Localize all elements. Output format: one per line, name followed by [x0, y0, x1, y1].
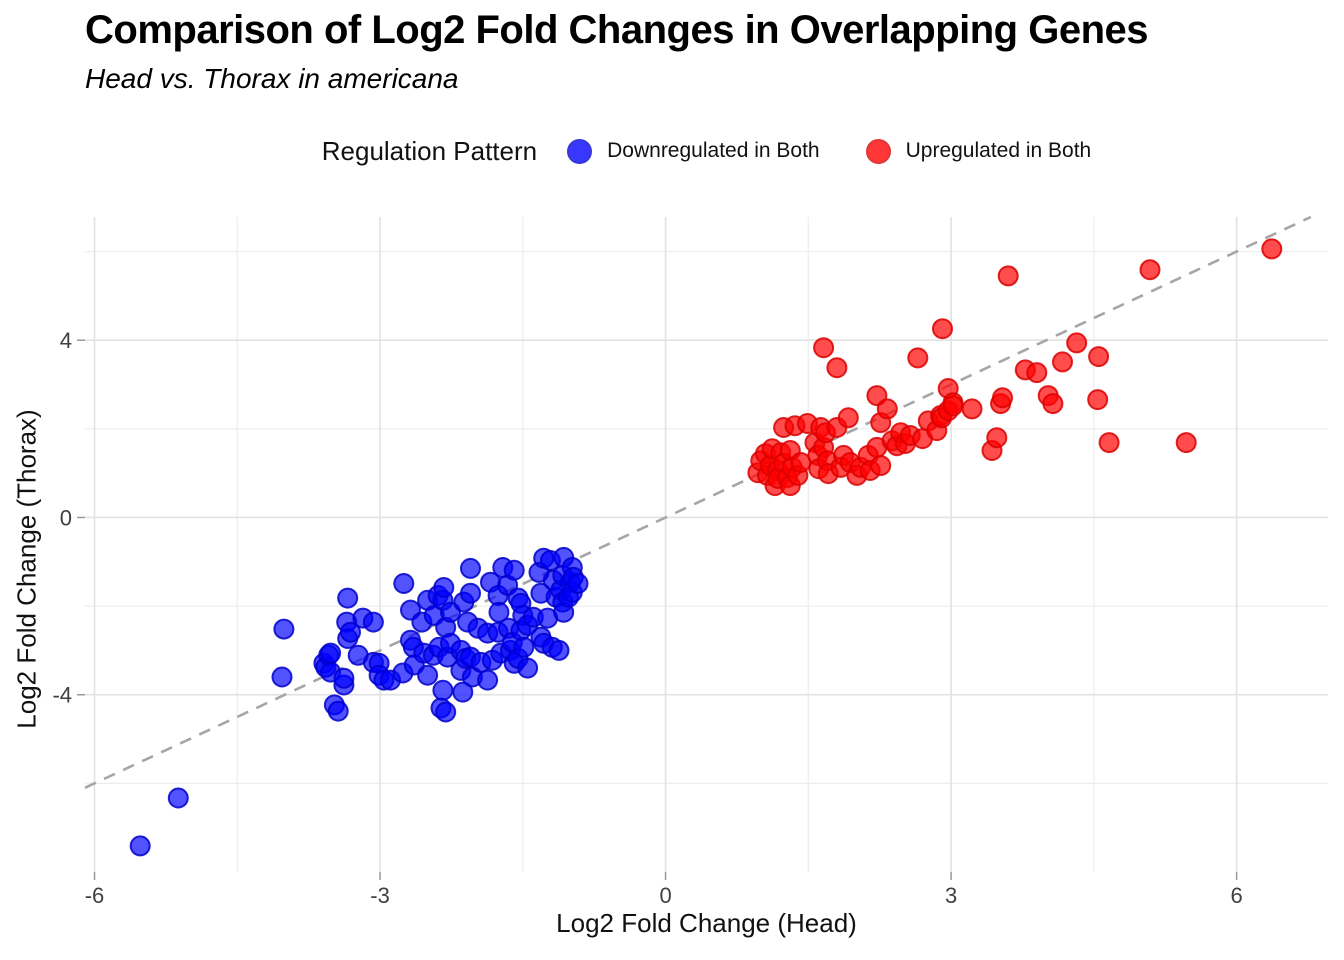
- data-point-downregulated: [460, 557, 481, 579]
- legend-item-upregulated: Upregulated in Both: [865, 138, 1092, 164]
- data-point-downregulated: [488, 601, 510, 623]
- data-point-upregulated: [837, 407, 859, 429]
- chart-subtitle: Head vs. Thorax in americana: [85, 63, 459, 94]
- data-point-downregulated: [460, 582, 481, 604]
- x-tick-label: 0: [659, 883, 671, 908]
- legend-title: Regulation Pattern: [321, 135, 538, 166]
- legend-label: Upregulated in Both: [905, 139, 1092, 162]
- data-point-downregulated: [271, 666, 293, 688]
- data-point-upregulated: [986, 427, 1008, 449]
- data-point-downregulated: [452, 681, 474, 703]
- y-tick-label: 4: [60, 328, 72, 353]
- data-point-downregulated: [513, 636, 535, 658]
- legend: Regulation Pattern Downregulated in Both…: [85, 131, 1328, 171]
- data-point-downregulated: [340, 621, 361, 643]
- data-point-upregulated: [876, 398, 898, 420]
- x-tick-label: -3: [370, 883, 390, 908]
- data-point-upregulated: [1087, 389, 1109, 411]
- data-point-downregulated: [432, 679, 454, 701]
- legend-dot-red-icon: [865, 138, 891, 164]
- legend-dot-blue-icon: [567, 138, 593, 164]
- data-point-upregulated: [1139, 259, 1161, 281]
- y-tick-label: -4: [52, 683, 72, 708]
- data-point-upregulated: [813, 337, 835, 359]
- data-point-downregulated: [393, 573, 415, 594]
- data-point-upregulated: [907, 347, 929, 369]
- data-point-upregulated: [942, 395, 964, 417]
- data-point-upregulated: [961, 398, 983, 420]
- data-point-upregulated: [932, 318, 953, 340]
- data-point-downregulated: [548, 639, 570, 661]
- data-point-upregulated: [790, 452, 812, 473]
- data-point-downregulated: [327, 700, 349, 722]
- data-point-upregulated: [1088, 346, 1110, 368]
- data-point-downregulated: [567, 573, 589, 594]
- data-point-upregulated: [1026, 362, 1048, 384]
- data-point-downregulated: [435, 701, 457, 723]
- data-point-downregulated: [517, 657, 539, 679]
- legend-label: Downregulated in Both: [607, 139, 820, 162]
- data-point-upregulated: [870, 455, 892, 477]
- data-point-downregulated: [320, 642, 342, 664]
- data-point-downregulated: [503, 559, 525, 581]
- x-tick-label: -6: [85, 883, 105, 908]
- data-point-upregulated: [997, 265, 1019, 287]
- legend-item-downregulated: Downregulated in Both: [567, 138, 820, 164]
- data-point-downregulated: [362, 611, 384, 633]
- data-point-upregulated: [1261, 238, 1283, 260]
- x-tick-label: 6: [1231, 883, 1243, 908]
- data-point-upregulated: [1066, 332, 1088, 354]
- y-axis-title: Log2 Fold Change (Thorax): [11, 409, 42, 729]
- data-point-upregulated: [1175, 432, 1197, 454]
- data-point-downregulated: [129, 835, 151, 857]
- x-tick-label: 3: [945, 883, 957, 908]
- y-tick-label: 0: [60, 505, 72, 530]
- data-point-upregulated: [826, 357, 848, 379]
- data-point-downregulated: [417, 664, 439, 686]
- identity-reference-line: [84, 215, 1312, 789]
- data-point-downregulated: [477, 669, 499, 691]
- data-point-upregulated: [992, 387, 1013, 409]
- data-point-downregulated: [167, 787, 189, 809]
- data-point-downregulated: [273, 618, 295, 640]
- x-axis-title: Log2 Fold Change (Head): [556, 908, 857, 938]
- data-point-downregulated: [433, 577, 455, 598]
- data-point-upregulated: [1042, 393, 1064, 415]
- page-title: Comparison of Log2 Fold Changes in Overl…: [85, 8, 1149, 52]
- data-point-upregulated: [1098, 432, 1120, 454]
- data-point-downregulated: [337, 587, 359, 609]
- data-point-upregulated: [1052, 351, 1073, 373]
- data-point-downregulated: [333, 667, 355, 689]
